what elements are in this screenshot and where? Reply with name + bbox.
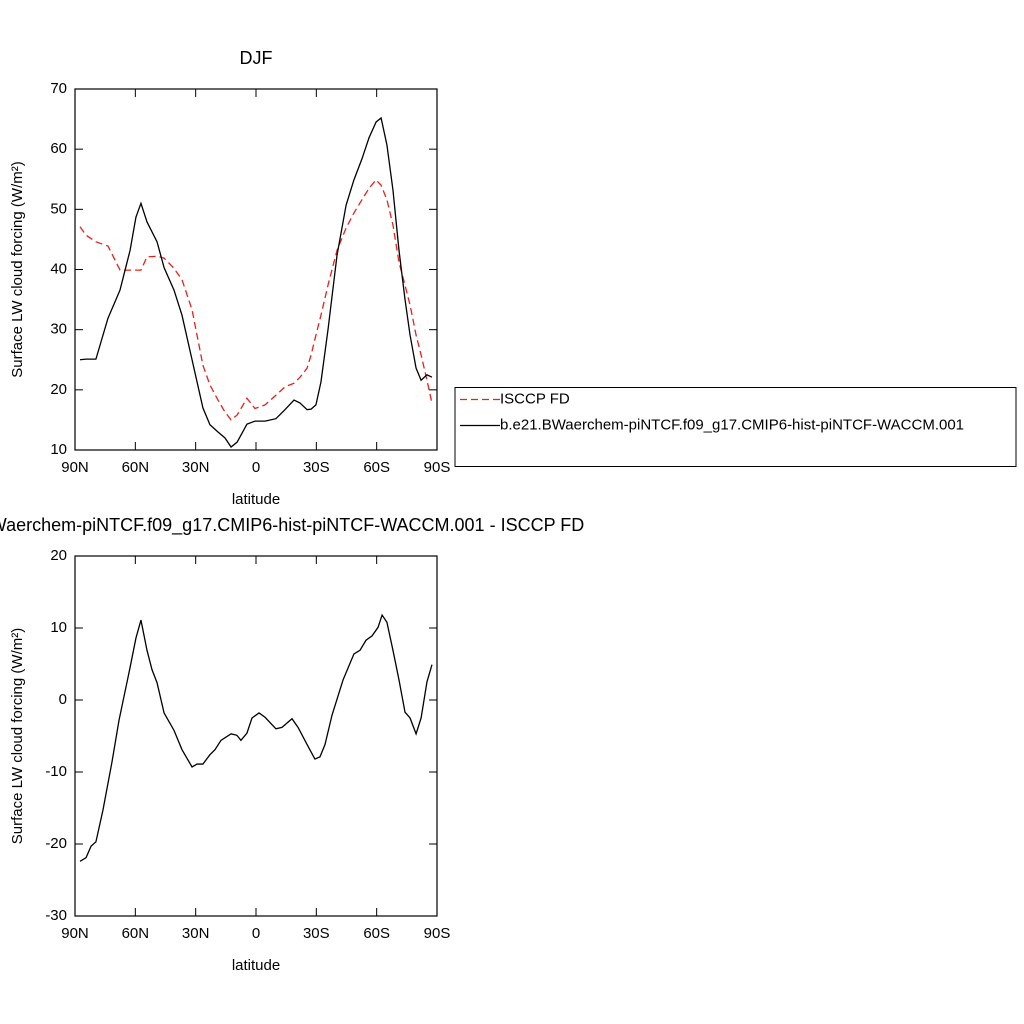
y-tick-label: 20 [50, 381, 67, 398]
y-axis-label: Surface LW cloud forcing (W/m²) [9, 161, 26, 377]
x-tick-label: 90S [424, 459, 451, 476]
y-tick-label: 10 [50, 619, 67, 636]
x-axis-label: latitude [232, 491, 280, 508]
x-tick-label: 90S [424, 925, 451, 942]
y-axis-label: Surface LW cloud forcing (W/m²) [9, 628, 26, 844]
x-tick-label: 0 [252, 925, 260, 942]
x-tick-label: 60S [363, 925, 390, 942]
x-axis-label: latitude [232, 957, 280, 974]
y-tick-label: 50 [50, 200, 67, 217]
legend: ISCCP FD b.e21.BWaerchem-piNTCF.f09_g17.C… [454, 387, 1017, 467]
data-line [79, 613, 433, 862]
x-tick-label: 60N [122, 925, 150, 942]
panel: DJF latitude Surface LW cloud forcing (W/m… [9, 48, 1017, 508]
x-tick-label: 30N [182, 925, 210, 942]
x-tick-label: 0 [252, 459, 260, 476]
x-tick-label: 90N [61, 459, 89, 476]
x-tick-label: 60N [122, 459, 150, 476]
y-tick-label: 70 [50, 80, 67, 97]
legend-label: b.e21.BWaerchem-piNTCF.f09_g17.CMIP6-his… [500, 416, 964, 433]
y-tick-label: 40 [50, 260, 67, 277]
plot-frame [74, 88, 438, 451]
y-tick-label: 0 [59, 691, 67, 708]
x-tick-label: 60S [363, 459, 390, 476]
x-tick-label: 30S [303, 459, 330, 476]
y-tick-label: 20 [50, 547, 67, 564]
data-line [79, 178, 433, 421]
x-tick-label: 30S [303, 925, 330, 942]
data-line [79, 116, 433, 448]
y-tick-label: -30 [45, 907, 67, 924]
y-tick-label: -20 [45, 835, 67, 852]
chart-title: DJF [240, 48, 273, 68]
x-tick-label: 90N [61, 925, 89, 942]
legend-box [454, 387, 1017, 467]
y-tick-label: 60 [50, 140, 67, 157]
y-tick-label: 30 [50, 321, 67, 338]
x-tick-label: 30N [182, 459, 210, 476]
y-tick-label: 10 [50, 441, 67, 458]
legend-label: ISCCP FD [500, 390, 570, 407]
plot-frame [74, 555, 438, 917]
chart-title: b.e21.BWaerchem-piNTCF.f09_g17.CMIP6-his… [0, 515, 584, 536]
panel: b.e21.BWaerchem-piNTCF.f09_g17.CMIP6-his… [0, 515, 584, 974]
y-tick-label: -10 [45, 763, 67, 780]
